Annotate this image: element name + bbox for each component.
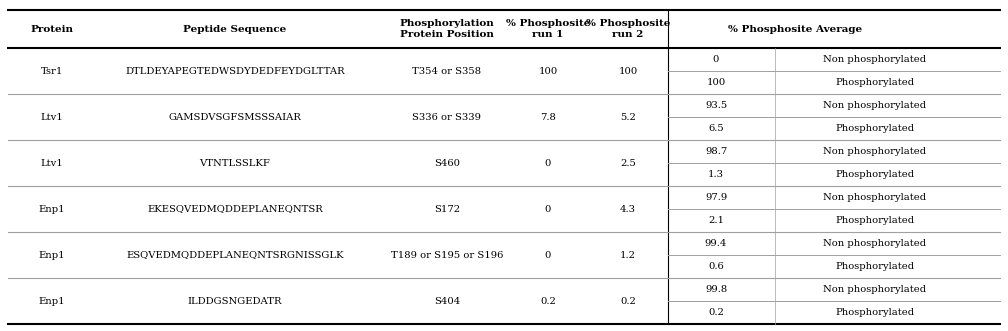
Text: 4.3: 4.3 bbox=[620, 205, 636, 213]
Text: T354 or S358: T354 or S358 bbox=[412, 67, 482, 75]
Text: 6.5: 6.5 bbox=[709, 124, 724, 133]
Text: Tsr1: Tsr1 bbox=[40, 67, 64, 75]
Text: DTLDEYAPEGTEDWSDYDEDFEYDGLTTAR: DTLDEYAPEGTEDWSDYDEDFEYDGLTTAR bbox=[125, 67, 345, 75]
Text: % Phosphosite Average: % Phosphosite Average bbox=[729, 24, 863, 33]
Text: 100: 100 bbox=[538, 67, 557, 75]
Text: Phosphorylated: Phosphorylated bbox=[836, 216, 914, 225]
Text: Phosphorylated: Phosphorylated bbox=[836, 170, 914, 179]
Text: 0.2: 0.2 bbox=[540, 297, 556, 306]
Text: 0: 0 bbox=[544, 251, 551, 260]
Text: S460: S460 bbox=[434, 159, 460, 167]
Text: Phosphorylation
Protein Position: Phosphorylation Protein Position bbox=[399, 19, 494, 39]
Text: Non phosphorylated: Non phosphorylated bbox=[824, 193, 926, 202]
Text: Non phosphorylated: Non phosphorylated bbox=[824, 147, 926, 156]
Text: 2.1: 2.1 bbox=[708, 216, 724, 225]
Text: S336 or S339: S336 or S339 bbox=[412, 113, 482, 121]
Text: % Phosphosite
run 2: % Phosphosite run 2 bbox=[586, 19, 670, 39]
Text: VTNTLSSLKF: VTNTLSSLKF bbox=[200, 159, 270, 167]
Text: S172: S172 bbox=[433, 205, 460, 213]
Text: ESQVEDMQDDEPLANEQNTSRGNISSGLK: ESQVEDMQDDEPLANEQNTSRGNISSGLK bbox=[126, 251, 344, 260]
Text: % Phosphosite
run 1: % Phosphosite run 1 bbox=[506, 19, 591, 39]
Text: Phosphorylated: Phosphorylated bbox=[836, 308, 914, 317]
Text: Non phosphorylated: Non phosphorylated bbox=[824, 239, 926, 248]
Text: ILDDGSNGEDATR: ILDDGSNGEDATR bbox=[187, 297, 282, 306]
Text: 2.5: 2.5 bbox=[620, 159, 636, 167]
Text: 98.7: 98.7 bbox=[705, 147, 727, 156]
Text: Non phosphorylated: Non phosphorylated bbox=[824, 101, 926, 110]
Text: Enp1: Enp1 bbox=[38, 297, 66, 306]
Text: 1.2: 1.2 bbox=[620, 251, 636, 260]
Text: 0.2: 0.2 bbox=[708, 308, 724, 317]
Text: GAMSDVSGFSMSSSAIAR: GAMSDVSGFSMSSSAIAR bbox=[168, 113, 301, 121]
Text: 99.8: 99.8 bbox=[705, 285, 727, 294]
Text: Non phosphorylated: Non phosphorylated bbox=[824, 55, 926, 64]
Text: Phosphorylated: Phosphorylated bbox=[836, 78, 914, 87]
Text: 7.8: 7.8 bbox=[540, 113, 556, 121]
Text: Enp1: Enp1 bbox=[38, 205, 66, 213]
Text: S404: S404 bbox=[433, 297, 460, 306]
Text: Phosphorylated: Phosphorylated bbox=[836, 124, 914, 133]
Text: Non phosphorylated: Non phosphorylated bbox=[824, 285, 926, 294]
Text: 5.2: 5.2 bbox=[620, 113, 636, 121]
Text: 93.5: 93.5 bbox=[705, 101, 727, 110]
Text: Phosphorylated: Phosphorylated bbox=[836, 262, 914, 271]
Text: 100: 100 bbox=[707, 78, 726, 87]
Text: 0: 0 bbox=[544, 159, 551, 167]
Text: EKESQVEDMQDDEPLANEQNTSR: EKESQVEDMQDDEPLANEQNTSR bbox=[147, 205, 323, 213]
Text: Ltv1: Ltv1 bbox=[40, 113, 64, 121]
Text: 0.6: 0.6 bbox=[709, 262, 724, 271]
Text: T189 or S195 or S196: T189 or S195 or S196 bbox=[391, 251, 503, 260]
Text: Protein: Protein bbox=[30, 24, 74, 33]
Text: 0.2: 0.2 bbox=[620, 297, 636, 306]
Text: 0: 0 bbox=[544, 205, 551, 213]
Text: 0: 0 bbox=[713, 55, 719, 64]
Text: Peptide Sequence: Peptide Sequence bbox=[183, 24, 286, 33]
Text: 99.4: 99.4 bbox=[705, 239, 727, 248]
Text: 100: 100 bbox=[618, 67, 638, 75]
Text: 1.3: 1.3 bbox=[708, 170, 724, 179]
Text: Ltv1: Ltv1 bbox=[40, 159, 64, 167]
Text: 97.9: 97.9 bbox=[705, 193, 727, 202]
Text: Enp1: Enp1 bbox=[38, 251, 66, 260]
